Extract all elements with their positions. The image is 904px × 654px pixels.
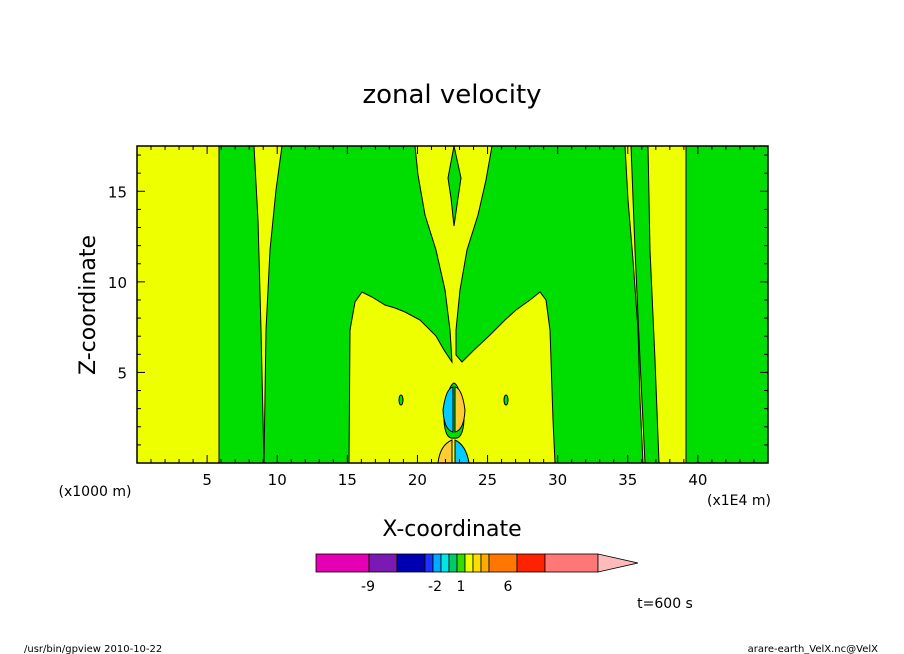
region-green-center-left [263, 146, 453, 463]
y-tick-label: 10 [108, 274, 127, 292]
time-annotation: t=600 s [637, 596, 693, 612]
small-contour-left [398, 394, 404, 406]
colorbar-cell [448, 553, 458, 573]
y-axis-label: Z-coordinate [76, 235, 101, 375]
x-unit-label: (x1E4 m) [707, 493, 771, 509]
region-green-left [218, 146, 265, 463]
colorbar-cell [424, 553, 434, 573]
colorbar-tick-label: -2 [428, 579, 442, 595]
x-tick-label: 5 [202, 471, 212, 489]
colorbar-cell [315, 553, 370, 573]
y-tick-label: 15 [108, 183, 127, 201]
colorbar [315, 553, 639, 573]
colorbar-tick-labels: -9 -2 1 6 [361, 579, 513, 595]
colorbar-cell [488, 553, 518, 573]
colorbar-cell [516, 553, 546, 573]
colorbar-tick-label: 6 [504, 579, 513, 595]
colorbar-cell [544, 553, 599, 573]
colorbar-cell [456, 553, 466, 573]
x-tick-label: 30 [548, 471, 567, 489]
y-tick-label: 5 [117, 364, 127, 382]
chart-title: zonal velocity [362, 80, 541, 110]
colorbar-cell [464, 553, 474, 573]
x-axis-ticks: 5 10 15 20 25 30 35 40 [150, 146, 755, 489]
region-cyan-upper [442, 386, 454, 433]
colorbar-tick-label: 1 [457, 579, 466, 595]
colorbar-cell [440, 553, 450, 573]
region-orange-upper [454, 386, 466, 433]
x-tick-label: 10 [268, 471, 287, 489]
footer-right: arare-earth_VelX.nc@VelX [748, 644, 879, 654]
x-tick-label: 15 [338, 471, 357, 489]
region-green-right [685, 146, 768, 463]
contour-field [137, 146, 768, 463]
small-contour-right [503, 394, 509, 406]
colorbar-cell [480, 553, 490, 573]
region-cyan-lower [454, 439, 470, 463]
y-unit-label: (x1000 m) [59, 484, 132, 500]
x-tick-label: 20 [408, 471, 427, 489]
x-tick-label: 25 [478, 471, 497, 489]
y-axis-ticks: 5 10 15 [108, 154, 768, 446]
colorbar-cell [396, 553, 426, 573]
x-axis-label: X-coordinate [382, 517, 521, 542]
colorbar-cell [472, 553, 482, 573]
region-green-spike [447, 146, 462, 227]
colorbar-cell [368, 553, 398, 573]
region-orange-lower [437, 439, 453, 463]
region-green-right-narrow [630, 146, 660, 463]
colorbar-arrow [597, 553, 639, 573]
region-green-center-right [455, 146, 644, 463]
x-tick-label: 40 [688, 471, 707, 489]
colorbar-tick-label: -9 [361, 579, 375, 595]
plot-frame [136, 145, 769, 464]
colorbar-cell [432, 553, 442, 573]
x-tick-label: 35 [618, 471, 637, 489]
footer-left: /usr/bin/gpview 2010-10-22 [24, 644, 162, 654]
